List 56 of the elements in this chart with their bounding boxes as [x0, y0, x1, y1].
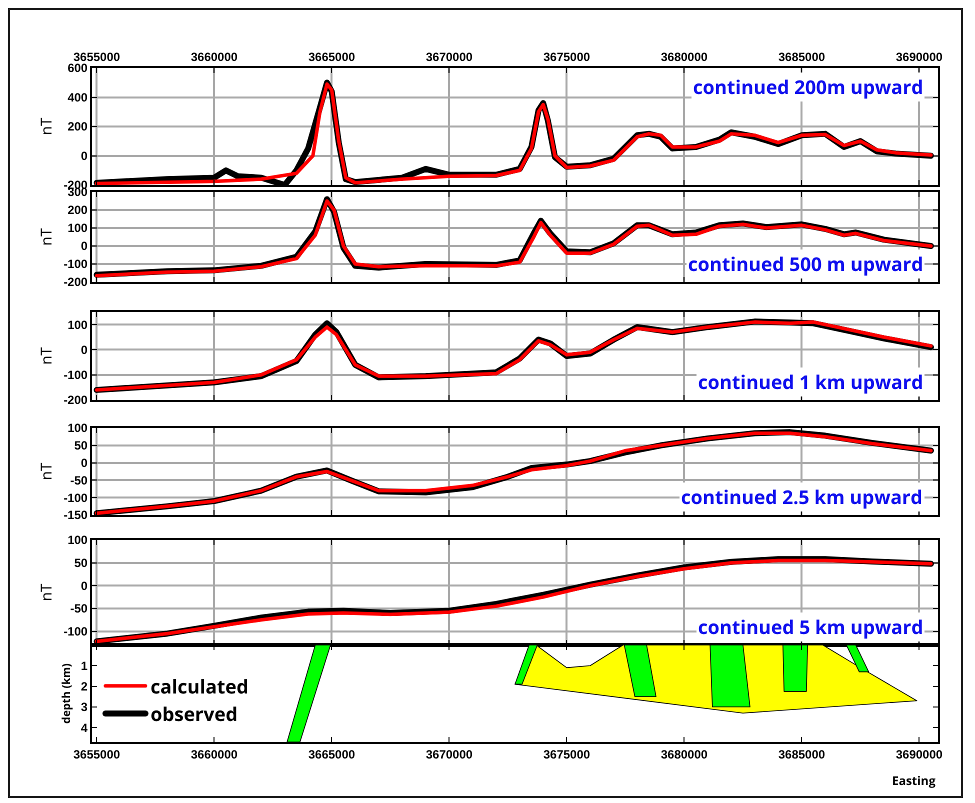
y-tick-label: 0 — [80, 239, 88, 254]
y-tick-label: 1 — [80, 658, 88, 673]
x-tick-label: 3670000 — [426, 50, 473, 64]
legend-label: observed — [150, 700, 238, 727]
y-tick-label: -150 — [64, 508, 88, 522]
x-tick-label: 3680000 — [660, 50, 708, 64]
x-tick-label: 3655000 — [73, 747, 120, 762]
y-tick-label: 0 — [80, 578, 88, 593]
y-tick-label: 100 — [68, 533, 88, 548]
y-tick-label: 100 — [68, 421, 88, 436]
y-axis-title: nT — [36, 228, 56, 246]
x-tick-label: 3690000 — [896, 747, 943, 762]
x-tick-label: 3675000 — [543, 747, 590, 762]
y-axis-title: nT — [36, 462, 56, 480]
y-tick-label: 200 — [68, 203, 88, 218]
y-axis-title: depth (km) — [59, 663, 74, 724]
y-tick-label: -100 — [64, 257, 88, 272]
y-tick-label: 0 — [80, 148, 88, 163]
y-tick-label: -100 — [64, 624, 88, 638]
y-tick-label: 4 — [80, 720, 88, 735]
annotation: continued 1 km upward — [698, 369, 924, 395]
y-tick-label: 50 — [74, 556, 88, 570]
y-tick-label: 50 — [74, 438, 88, 453]
x-tick-label: 3675000 — [543, 50, 590, 64]
x-tick-label: 3690000 — [896, 50, 943, 64]
x-tick-label: 3670000 — [426, 747, 473, 762]
y-axis-title: nT — [36, 583, 56, 602]
y-tick-label: 2 — [80, 679, 88, 694]
y-axis-title: nT — [36, 117, 56, 136]
x-tick-label: 3665000 — [308, 50, 356, 64]
y-tick-label: 400 — [68, 90, 88, 104]
x-tick-label: 3685000 — [778, 747, 826, 762]
annotation: continued 5 km upward — [698, 614, 924, 640]
x-tick-label: 3660000 — [190, 50, 238, 64]
x-tick-label: 3685000 — [778, 50, 826, 64]
y-tick-label: -50 — [70, 602, 88, 616]
y-tick-label: 100 — [68, 318, 88, 332]
y-tick-label: -50 — [70, 473, 88, 488]
y-tick-label: 200 — [68, 120, 88, 134]
y-tick-label: -100 — [64, 490, 88, 505]
annotation: continued 200m upward — [693, 74, 924, 100]
y-tick-label: 0 — [80, 342, 88, 357]
x-tick-label: 3680000 — [660, 747, 708, 762]
legend-label: calculated — [150, 673, 249, 700]
annotation: continued 500 m upward — [688, 251, 924, 277]
annotation: continued 2.5 km upward — [681, 484, 923, 510]
y-axis-title: nT — [36, 346, 56, 365]
y-tick-label: 100 — [68, 221, 88, 236]
y-tick-label: -200 — [64, 393, 88, 408]
y-tick-label: -200 — [64, 275, 88, 290]
x-axis-title: Easting — [892, 772, 936, 789]
y-tick-label: 0 — [80, 456, 88, 470]
y-tick-label: -100 — [64, 368, 88, 382]
x-tick-label: 3665000 — [308, 747, 356, 762]
x-tick-label: 3660000 — [190, 747, 238, 762]
y-tick-label: 3 — [80, 700, 88, 714]
